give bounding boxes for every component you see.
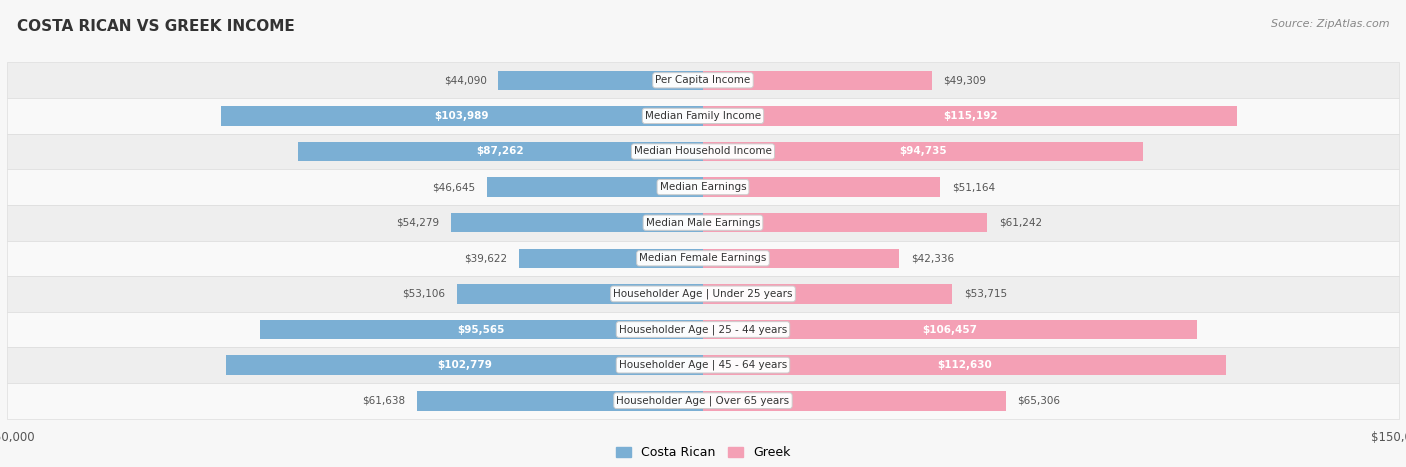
Bar [703, 391, 1007, 410]
Bar [703, 142, 1143, 161]
Text: Per Capita Income: Per Capita Income [655, 75, 751, 85]
Bar [418, 391, 703, 410]
Bar [451, 213, 703, 233]
Bar [7, 311, 1399, 347]
Text: $46,645: $46,645 [432, 182, 475, 192]
Text: $102,779: $102,779 [437, 360, 492, 370]
Text: $53,106: $53,106 [402, 289, 446, 299]
Bar [703, 284, 952, 304]
Bar [260, 320, 703, 340]
Text: $112,630: $112,630 [936, 360, 991, 370]
Bar [7, 98, 1399, 134]
Text: $95,565: $95,565 [457, 325, 505, 334]
Text: $106,457: $106,457 [922, 325, 977, 334]
Text: $87,262: $87,262 [477, 147, 524, 156]
Bar [703, 106, 1237, 126]
Text: $53,715: $53,715 [965, 289, 1007, 299]
Text: $39,622: $39,622 [464, 253, 508, 263]
Text: Median Household Income: Median Household Income [634, 147, 772, 156]
Text: $103,989: $103,989 [434, 111, 489, 121]
Text: Householder Age | 45 - 64 years: Householder Age | 45 - 64 years [619, 360, 787, 370]
Text: $51,164: $51,164 [952, 182, 995, 192]
Text: Source: ZipAtlas.com: Source: ZipAtlas.com [1271, 19, 1389, 28]
Text: $94,735: $94,735 [898, 147, 946, 156]
Bar [457, 284, 703, 304]
Text: $61,242: $61,242 [998, 218, 1042, 228]
Bar [298, 142, 703, 161]
Text: $61,638: $61,638 [363, 396, 405, 406]
Text: Median Male Earnings: Median Male Earnings [645, 218, 761, 228]
Text: $42,336: $42,336 [911, 253, 955, 263]
Bar [499, 71, 703, 90]
Text: $54,279: $54,279 [396, 218, 440, 228]
Text: $65,306: $65,306 [1018, 396, 1060, 406]
Bar [703, 71, 932, 90]
Text: Householder Age | Under 25 years: Householder Age | Under 25 years [613, 289, 793, 299]
Bar [7, 241, 1399, 276]
Bar [703, 320, 1197, 340]
Legend: Costa Rican, Greek: Costa Rican, Greek [610, 441, 796, 464]
Bar [703, 248, 900, 268]
Text: Median Female Earnings: Median Female Earnings [640, 253, 766, 263]
Bar [7, 170, 1399, 205]
Bar [703, 177, 941, 197]
Bar [519, 248, 703, 268]
Bar [7, 347, 1399, 383]
Text: $44,090: $44,090 [444, 75, 486, 85]
Bar [703, 213, 987, 233]
Bar [7, 276, 1399, 311]
Text: Householder Age | Over 65 years: Householder Age | Over 65 years [616, 396, 790, 406]
Text: $115,192: $115,192 [943, 111, 997, 121]
Text: COSTA RICAN VS GREEK INCOME: COSTA RICAN VS GREEK INCOME [17, 19, 295, 34]
Bar [7, 383, 1399, 418]
Text: Householder Age | 25 - 44 years: Householder Age | 25 - 44 years [619, 324, 787, 335]
Text: Median Earnings: Median Earnings [659, 182, 747, 192]
Text: $49,309: $49,309 [943, 75, 987, 85]
Bar [7, 205, 1399, 241]
Bar [703, 355, 1226, 375]
Bar [221, 106, 703, 126]
Text: Median Family Income: Median Family Income [645, 111, 761, 121]
Bar [7, 63, 1399, 98]
Bar [226, 355, 703, 375]
Bar [7, 134, 1399, 170]
Bar [486, 177, 703, 197]
